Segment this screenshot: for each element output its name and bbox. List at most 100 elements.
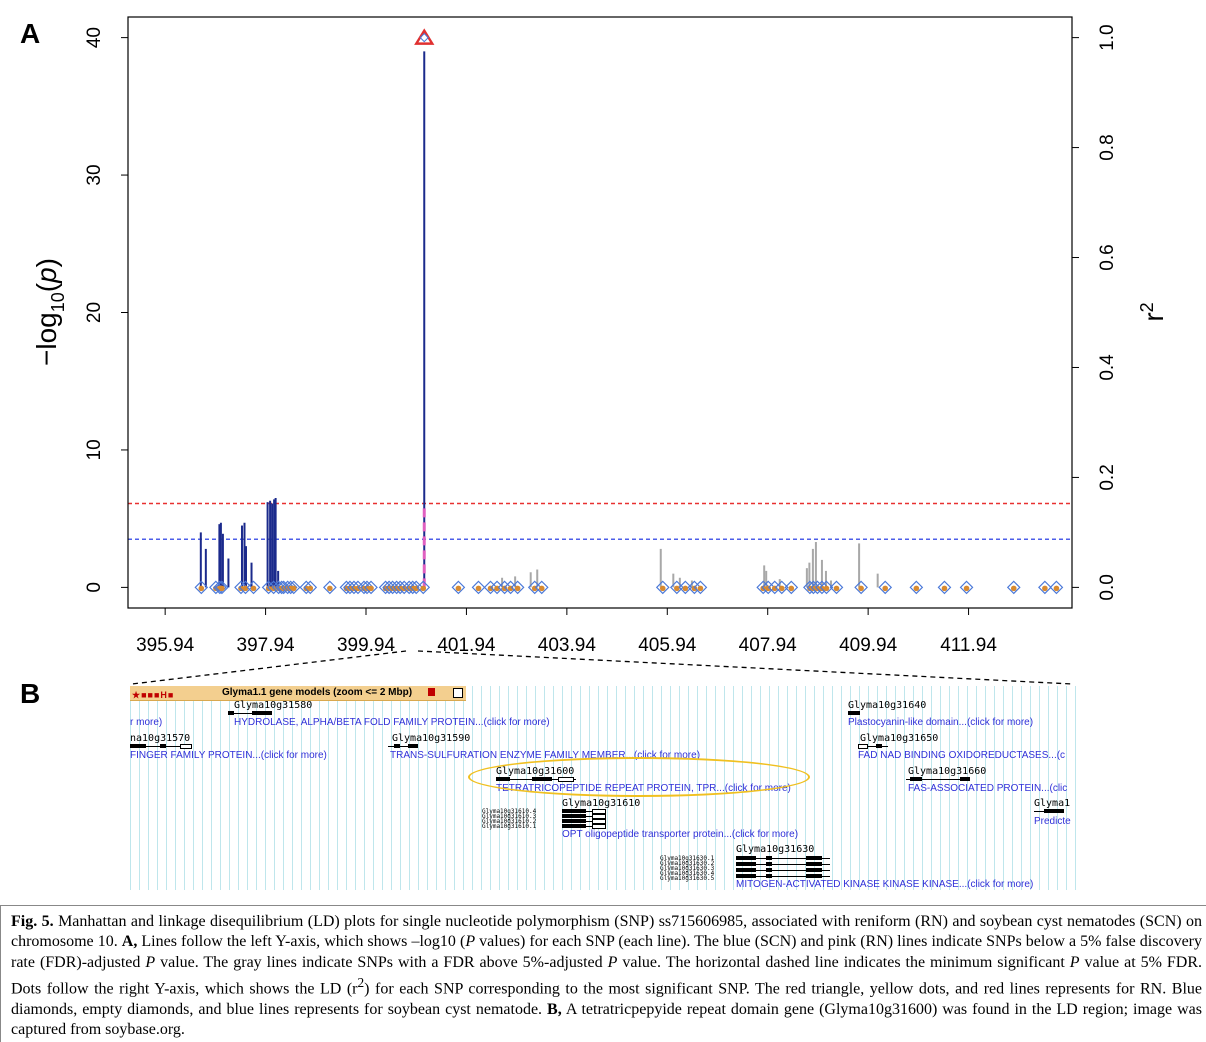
gene-model-track: ★■■■H■ Glyma1.1 gene models (zoom <= 2 M… <box>130 686 1076 890</box>
y-right-tick-label-2: 0.4 <box>1097 354 1118 381</box>
snp-diamond-64 <box>959 580 974 595</box>
ld-dot-60 <box>858 585 864 592</box>
snp-diamond-49 <box>756 580 771 595</box>
caption-sup: 2 <box>357 975 365 991</box>
snp-diamond-9 <box>271 580 286 595</box>
caption-p3: P <box>607 953 618 971</box>
close-icon[interactable] <box>428 688 435 696</box>
gene-name-cut[interactable]: Glyma1 <box>1034 798 1071 809</box>
caption-text-4: value. The gray lines indicate SNPs with… <box>155 953 608 971</box>
gene-name-31650[interactable]: Glyma10g31650 <box>860 733 939 744</box>
gene-model-31580[interactable] <box>228 711 272 715</box>
zoom-icon[interactable] <box>453 688 463 698</box>
ld-dot-47 <box>691 585 698 592</box>
snp-diamond-40 <box>503 580 518 595</box>
gene-desc-31570[interactable]: FINGER FAMILY PROTEIN...(click for more) <box>130 750 327 761</box>
gene-desc-31590[interactable]: TRANS-SULFURATION ENZYME FAMILY MEMBER..… <box>390 750 701 761</box>
ld-dot-17 <box>327 585 333 592</box>
gene-desc-31640[interactable]: Plastocyanin-like domain...(click for mo… <box>848 717 1034 728</box>
caption-a: A, <box>121 933 138 951</box>
gene-model-31610-c[interactable] <box>562 819 606 824</box>
gene-model-31630-b[interactable] <box>736 862 830 866</box>
snp-diamond-67 <box>1049 580 1064 595</box>
gene-desc-31630[interactable]: MITOGEN-ACTIVATED KINASE KINASE KINASE..… <box>736 879 1034 890</box>
y-right-tick-label-3: 0.6 <box>1097 244 1118 270</box>
ld-dot-35 <box>455 585 462 592</box>
ld-dot-34 <box>420 585 427 592</box>
ld-dot-53 <box>788 585 795 592</box>
gene-desc-31580[interactable]: HYDROLASE, ALPHA/BETA FOLD FAMILY PROTEI… <box>234 717 550 728</box>
gene-model-31660[interactable] <box>906 777 970 781</box>
caption-p2: P <box>145 953 156 971</box>
gene-desc-31610[interactable]: OPT oligopeptide transporter protein...(… <box>562 829 799 840</box>
snp-diamond-60 <box>854 580 868 595</box>
transcript-names-31630: Glyma10g31630.1 Glyma10g31630.2 Glyma10g… <box>660 855 715 882</box>
snp-diamond-4 <box>234 580 248 595</box>
caption-b: B, <box>547 1000 562 1018</box>
gene-name-31570[interactable]: na10g31570 <box>130 733 191 744</box>
left-more-link[interactable]: r more) <box>130 717 163 728</box>
snp-diamond-13 <box>283 580 298 595</box>
gene-desc-31650[interactable]: FAD NAD BINDING OXIDOREDUCTASES...(c <box>858 750 1066 761</box>
snp-diamond-21 <box>351 580 365 595</box>
ld-dot-39 <box>501 585 508 592</box>
caption-text-1: Manhattan and linkage disequilibrium (LD… <box>11 913 1203 951</box>
snp-diamond-61 <box>878 580 893 595</box>
gene-model-31640[interactable] <box>848 711 860 715</box>
gene-model-cut[interactable] <box>1034 809 1064 813</box>
y-left-tick-label-4: 40 <box>84 27 105 48</box>
y-left-tick-label-0: 0 <box>84 582 105 593</box>
snp-diamond-51 <box>767 580 782 595</box>
y-axis-label-left: −log10(p) <box>31 258 68 366</box>
snp-diamond-36 <box>471 580 486 595</box>
gene-name-31630[interactable]: Glyma10g31630 <box>736 844 815 855</box>
y-right-tick-label-1: 0.2 <box>1097 464 1118 490</box>
gene-model-31650[interactable] <box>858 744 888 749</box>
gene-name-31660[interactable]: Glyma10g31660 <box>908 766 987 777</box>
ld-dot-67 <box>1053 585 1060 592</box>
gene-model-31610-d[interactable] <box>562 824 606 829</box>
gene-name-31640[interactable]: Glyma10g31640 <box>848 700 927 711</box>
gene-name-31610[interactable]: Glyma10g31610 <box>562 798 641 809</box>
snp-diamond-29 <box>393 580 408 595</box>
panel-b-label: B <box>20 678 41 709</box>
snp-diamond-59 <box>829 580 844 595</box>
caption-text-8: A tetratricpepyide repeat domain gene (G… <box>11 1000 1202 1039</box>
x-tick-label-0: 395.94 <box>136 635 195 656</box>
snp-diamond-53 <box>784 580 799 595</box>
y-left-tick-label-2: 20 <box>84 302 105 323</box>
caption-text-6: value at 5% FDR. Dots follow the right Y… <box>11 953 1203 998</box>
x-tick-label-1: 397.94 <box>237 635 296 656</box>
ld-dot-0 <box>198 585 205 592</box>
y-left-tick-label-3: 30 <box>84 164 105 185</box>
x-tick-label-6: 407.94 <box>739 635 798 656</box>
snp-diamond-32 <box>405 580 420 595</box>
gene-name-31590[interactable]: Glyma10g31590 <box>392 733 471 744</box>
snp-diamond-34 <box>416 580 431 595</box>
track-header: ★■■■H■ Glyma1.1 gene models (zoom <= 2 M… <box>130 686 466 701</box>
manhattan-ld-chart: 395.94 397.94 399.94 401.94 403.94 405.94 407.… <box>31 16 1169 685</box>
gene-model-31610-b[interactable] <box>562 814 606 819</box>
caption-text-3: values) for each SNP (each line). The bl… <box>11 933 1203 971</box>
y-right-tick-label-4: 0.8 <box>1097 134 1118 160</box>
snp-diamond-56 <box>810 580 825 595</box>
gene-model-31590[interactable] <box>388 744 418 748</box>
snp-diamond-10 <box>274 580 289 595</box>
gene-model-31630-c[interactable] <box>736 868 830 872</box>
gene-model-31610-a[interactable] <box>562 809 606 814</box>
gene-model-31570[interactable] <box>130 744 192 749</box>
ld-dot-59 <box>833 585 840 592</box>
gene-name-31580[interactable]: Glyma10g31580 <box>234 700 313 711</box>
track-tool-icons[interactable]: ★■■■H■ <box>132 690 175 700</box>
zoom-line-left <box>131 650 407 685</box>
gene-desc-31660[interactable]: FAS-ASSOCIATED PROTEIN...(clic <box>908 783 1068 794</box>
ld-dot-62 <box>913 585 920 592</box>
lead-snp-diamond <box>419 32 429 43</box>
gene-model-31630-d[interactable] <box>736 874 830 878</box>
ld-dot-48 <box>697 585 704 592</box>
gene-desc-cut[interactable]: Predicte <box>1034 816 1071 827</box>
ld-dot-61 <box>882 585 889 592</box>
snp-diamond-52 <box>774 580 789 595</box>
gene-model-31630-a[interactable] <box>736 856 830 860</box>
snp-diamond-50 <box>761 580 776 595</box>
